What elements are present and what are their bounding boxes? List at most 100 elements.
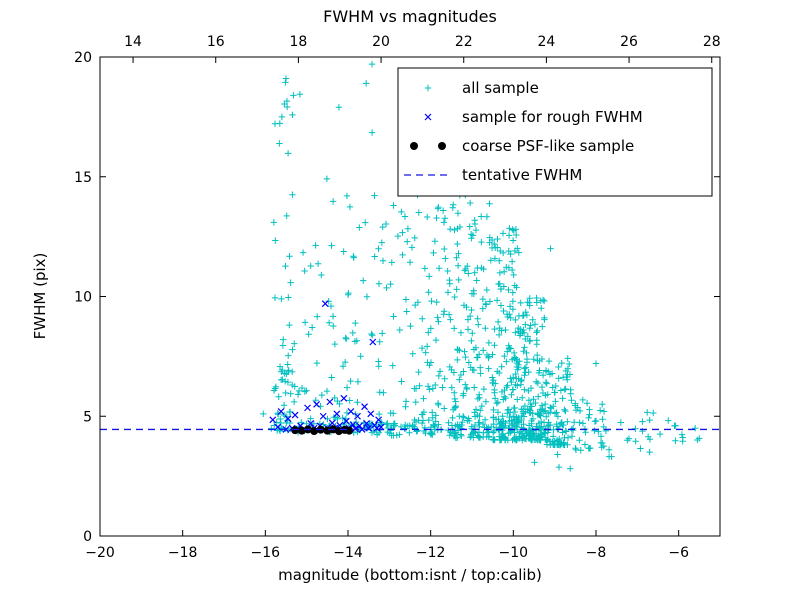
x-tick-label: −6	[668, 545, 689, 561]
plus-marker	[276, 140, 283, 147]
plus-marker	[494, 408, 502, 416]
plus-marker	[479, 295, 487, 303]
plus-marker	[576, 419, 583, 426]
plus-marker	[415, 209, 422, 216]
plus-marker	[506, 413, 513, 421]
plus-marker	[513, 436, 520, 444]
plus-marker	[545, 409, 552, 417]
plus-marker	[307, 415, 314, 422]
plus-marker	[325, 298, 332, 305]
plus-marker	[283, 212, 290, 220]
legend-entry: tentative FWHM	[404, 166, 582, 184]
plus-marker	[390, 410, 397, 417]
plus-marker	[268, 425, 275, 432]
plus-marker	[456, 223, 464, 231]
plus-marker	[344, 291, 352, 298]
plus-marker	[467, 364, 474, 371]
plus-marker	[665, 417, 672, 424]
axes-frame	[99, 56, 721, 537]
plus-marker	[446, 225, 454, 233]
plus-marker	[424, 383, 432, 390]
plus-marker	[506, 303, 514, 310]
plus-marker	[329, 198, 337, 205]
plus-marker	[507, 375, 514, 382]
plus-marker	[419, 315, 426, 322]
plus-marker	[567, 390, 574, 397]
plus-marker	[464, 326, 472, 333]
plus-marker	[468, 423, 475, 430]
plus-marker	[368, 60, 376, 68]
plus-marker	[605, 453, 613, 460]
plus-marker	[569, 425, 577, 432]
plus-marker	[525, 397, 533, 404]
plus-marker	[505, 345, 513, 353]
plus-marker	[419, 411, 426, 418]
y-axis-label: FWHM (pix)	[31, 253, 49, 340]
plus-marker	[427, 359, 435, 366]
plus-marker	[522, 369, 529, 376]
plus-marker	[356, 224, 363, 231]
plus-marker	[507, 314, 514, 322]
x-marker	[375, 416, 383, 424]
plus-marker	[509, 298, 517, 305]
plus-marker	[331, 394, 338, 402]
plus-marker	[517, 381, 525, 388]
x-marker	[373, 424, 381, 432]
plus-marker	[512, 422, 520, 430]
x-marker	[352, 425, 359, 433]
plus-marker	[426, 362, 433, 369]
x-tick-label: −10	[499, 545, 529, 561]
plus-marker	[529, 415, 537, 423]
plus-marker	[498, 436, 505, 444]
plus-marker	[390, 202, 397, 209]
plus-marker	[505, 232, 513, 239]
plus-marker	[336, 400, 343, 408]
plus-marker	[520, 420, 527, 428]
plus-marker	[301, 388, 309, 395]
plus-marker	[398, 208, 405, 216]
plus-marker	[286, 253, 293, 260]
plus-marker	[462, 265, 469, 273]
plus-marker	[456, 413, 463, 420]
plus-marker	[482, 398, 490, 405]
plus-marker	[694, 436, 701, 444]
plus-marker	[562, 427, 569, 435]
plus-marker	[551, 389, 558, 396]
plus-marker	[557, 420, 565, 427]
plus-marker	[411, 385, 418, 392]
plus-marker	[499, 230, 507, 237]
plus-marker	[272, 237, 279, 244]
plus-marker	[290, 92, 297, 99]
plus-marker	[460, 414, 468, 421]
plus-marker	[501, 393, 508, 400]
x-marker	[340, 394, 348, 402]
plus-marker	[495, 331, 503, 339]
plus-marker	[486, 234, 493, 241]
plus-marker	[428, 409, 436, 416]
plus-marker	[350, 253, 357, 260]
plus-marker	[525, 427, 532, 435]
plus-marker	[339, 414, 346, 422]
plus-marker	[599, 439, 606, 447]
plus-marker	[313, 359, 321, 367]
plus-marker	[568, 433, 576, 440]
plus-marker	[399, 251, 406, 259]
plus-marker	[531, 459, 538, 466]
plus-marker	[559, 395, 566, 402]
plus-marker	[512, 316, 519, 324]
plus-marker	[499, 423, 507, 430]
plus-marker	[503, 358, 510, 365]
x-marker	[321, 300, 329, 308]
plus-marker	[378, 239, 386, 246]
plus-marker	[470, 290, 477, 298]
plus-marker	[519, 329, 526, 337]
plus-marker	[279, 342, 287, 349]
plus-marker	[526, 295, 533, 302]
x-top-tick-label: 18	[289, 34, 307, 50]
plus-marker	[452, 402, 459, 410]
plus-marker	[487, 257, 495, 264]
plus-marker	[303, 387, 310, 394]
plus-marker	[424, 84, 432, 92]
plus-marker	[441, 215, 449, 222]
plus-marker	[360, 277, 367, 284]
